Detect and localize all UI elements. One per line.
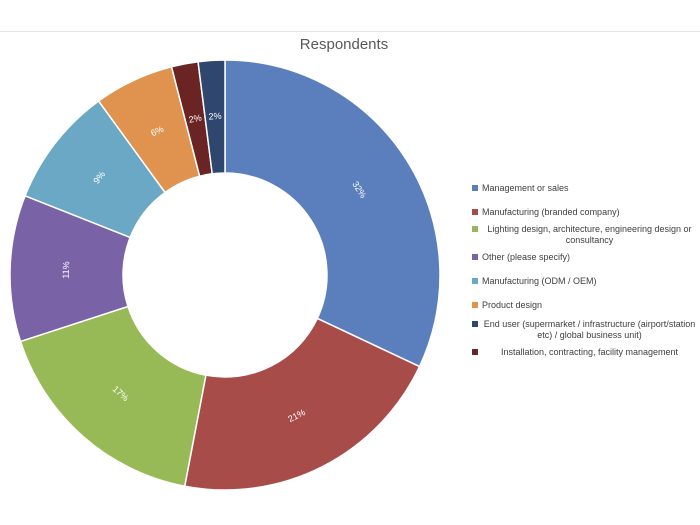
legend-label: Product design xyxy=(482,300,543,310)
slice-manufacturing-branded-company xyxy=(183,317,421,491)
legend-item-end-user-supermarket-infrastructure-airport-station-etc-global-business-unit: End user (supermarket / infrastructure (… xyxy=(472,319,697,341)
legend-swatch xyxy=(472,254,478,260)
legend-swatch xyxy=(472,209,478,215)
legend-item-other-please-specify: Other (please specify) xyxy=(472,252,697,263)
legend-label: End user (supermarket / infrastructure (… xyxy=(483,319,696,340)
legend-item-management-or-sales: Management or sales xyxy=(472,183,697,194)
legend-item-lighting-design-architecture-engineering-design-or-consultancy: Lighting design, architecture, engineeri… xyxy=(472,224,697,246)
legend-label: Lighting design, architecture, engineeri… xyxy=(487,224,692,245)
legend-item-manufacturing-odm-oem: Manufacturing (ODM / OEM) xyxy=(472,276,697,287)
legend-label: Other (please specify) xyxy=(482,252,571,262)
slice-end-user-supermarket-infrastructure-airport-station-etc-global-business-unit xyxy=(197,59,226,175)
chart-legend: Management or sales Manufacturing (brande… xyxy=(472,183,697,358)
slice-label-product-design: 6% xyxy=(149,124,165,139)
legend-item-installation-contracting-facility-management: Installation, contracting, facility mana… xyxy=(472,347,697,358)
legend-label: Installation, contracting, facility mana… xyxy=(500,347,679,357)
slice-label-other-please-specify: 11% xyxy=(61,261,72,279)
legend-swatch xyxy=(472,349,478,355)
legend-item-manufacturing-branded-company: Manufacturing (branded company) xyxy=(472,207,697,218)
legend-swatch xyxy=(472,226,478,232)
legend-swatch xyxy=(472,185,478,191)
donut-chart: 32%21%17%11%9%6%2% 2% xyxy=(9,59,441,491)
legend-item-product-design: Product design xyxy=(472,300,697,311)
legend-swatch xyxy=(472,321,478,327)
legend-label: Manufacturing (branded company) xyxy=(482,207,620,217)
legend-swatch xyxy=(472,278,478,284)
slice-label-installation-contracting-facility-management: 2% xyxy=(188,113,203,125)
legend-label: Manufacturing (ODM / OEM) xyxy=(482,276,597,286)
slice-management-or-sales xyxy=(224,59,441,368)
legend-swatch xyxy=(472,302,478,308)
slice-lighting-design-architecture-engineering-design-or-consultancy xyxy=(19,305,207,488)
slice-label-end-user-supermarket-infrastructure-airport-station-etc-global-business-unit: 2% xyxy=(208,111,222,122)
legend-label: Management or sales xyxy=(482,183,569,193)
chart-title: Respondents xyxy=(299,36,389,53)
top-divider xyxy=(0,31,700,32)
